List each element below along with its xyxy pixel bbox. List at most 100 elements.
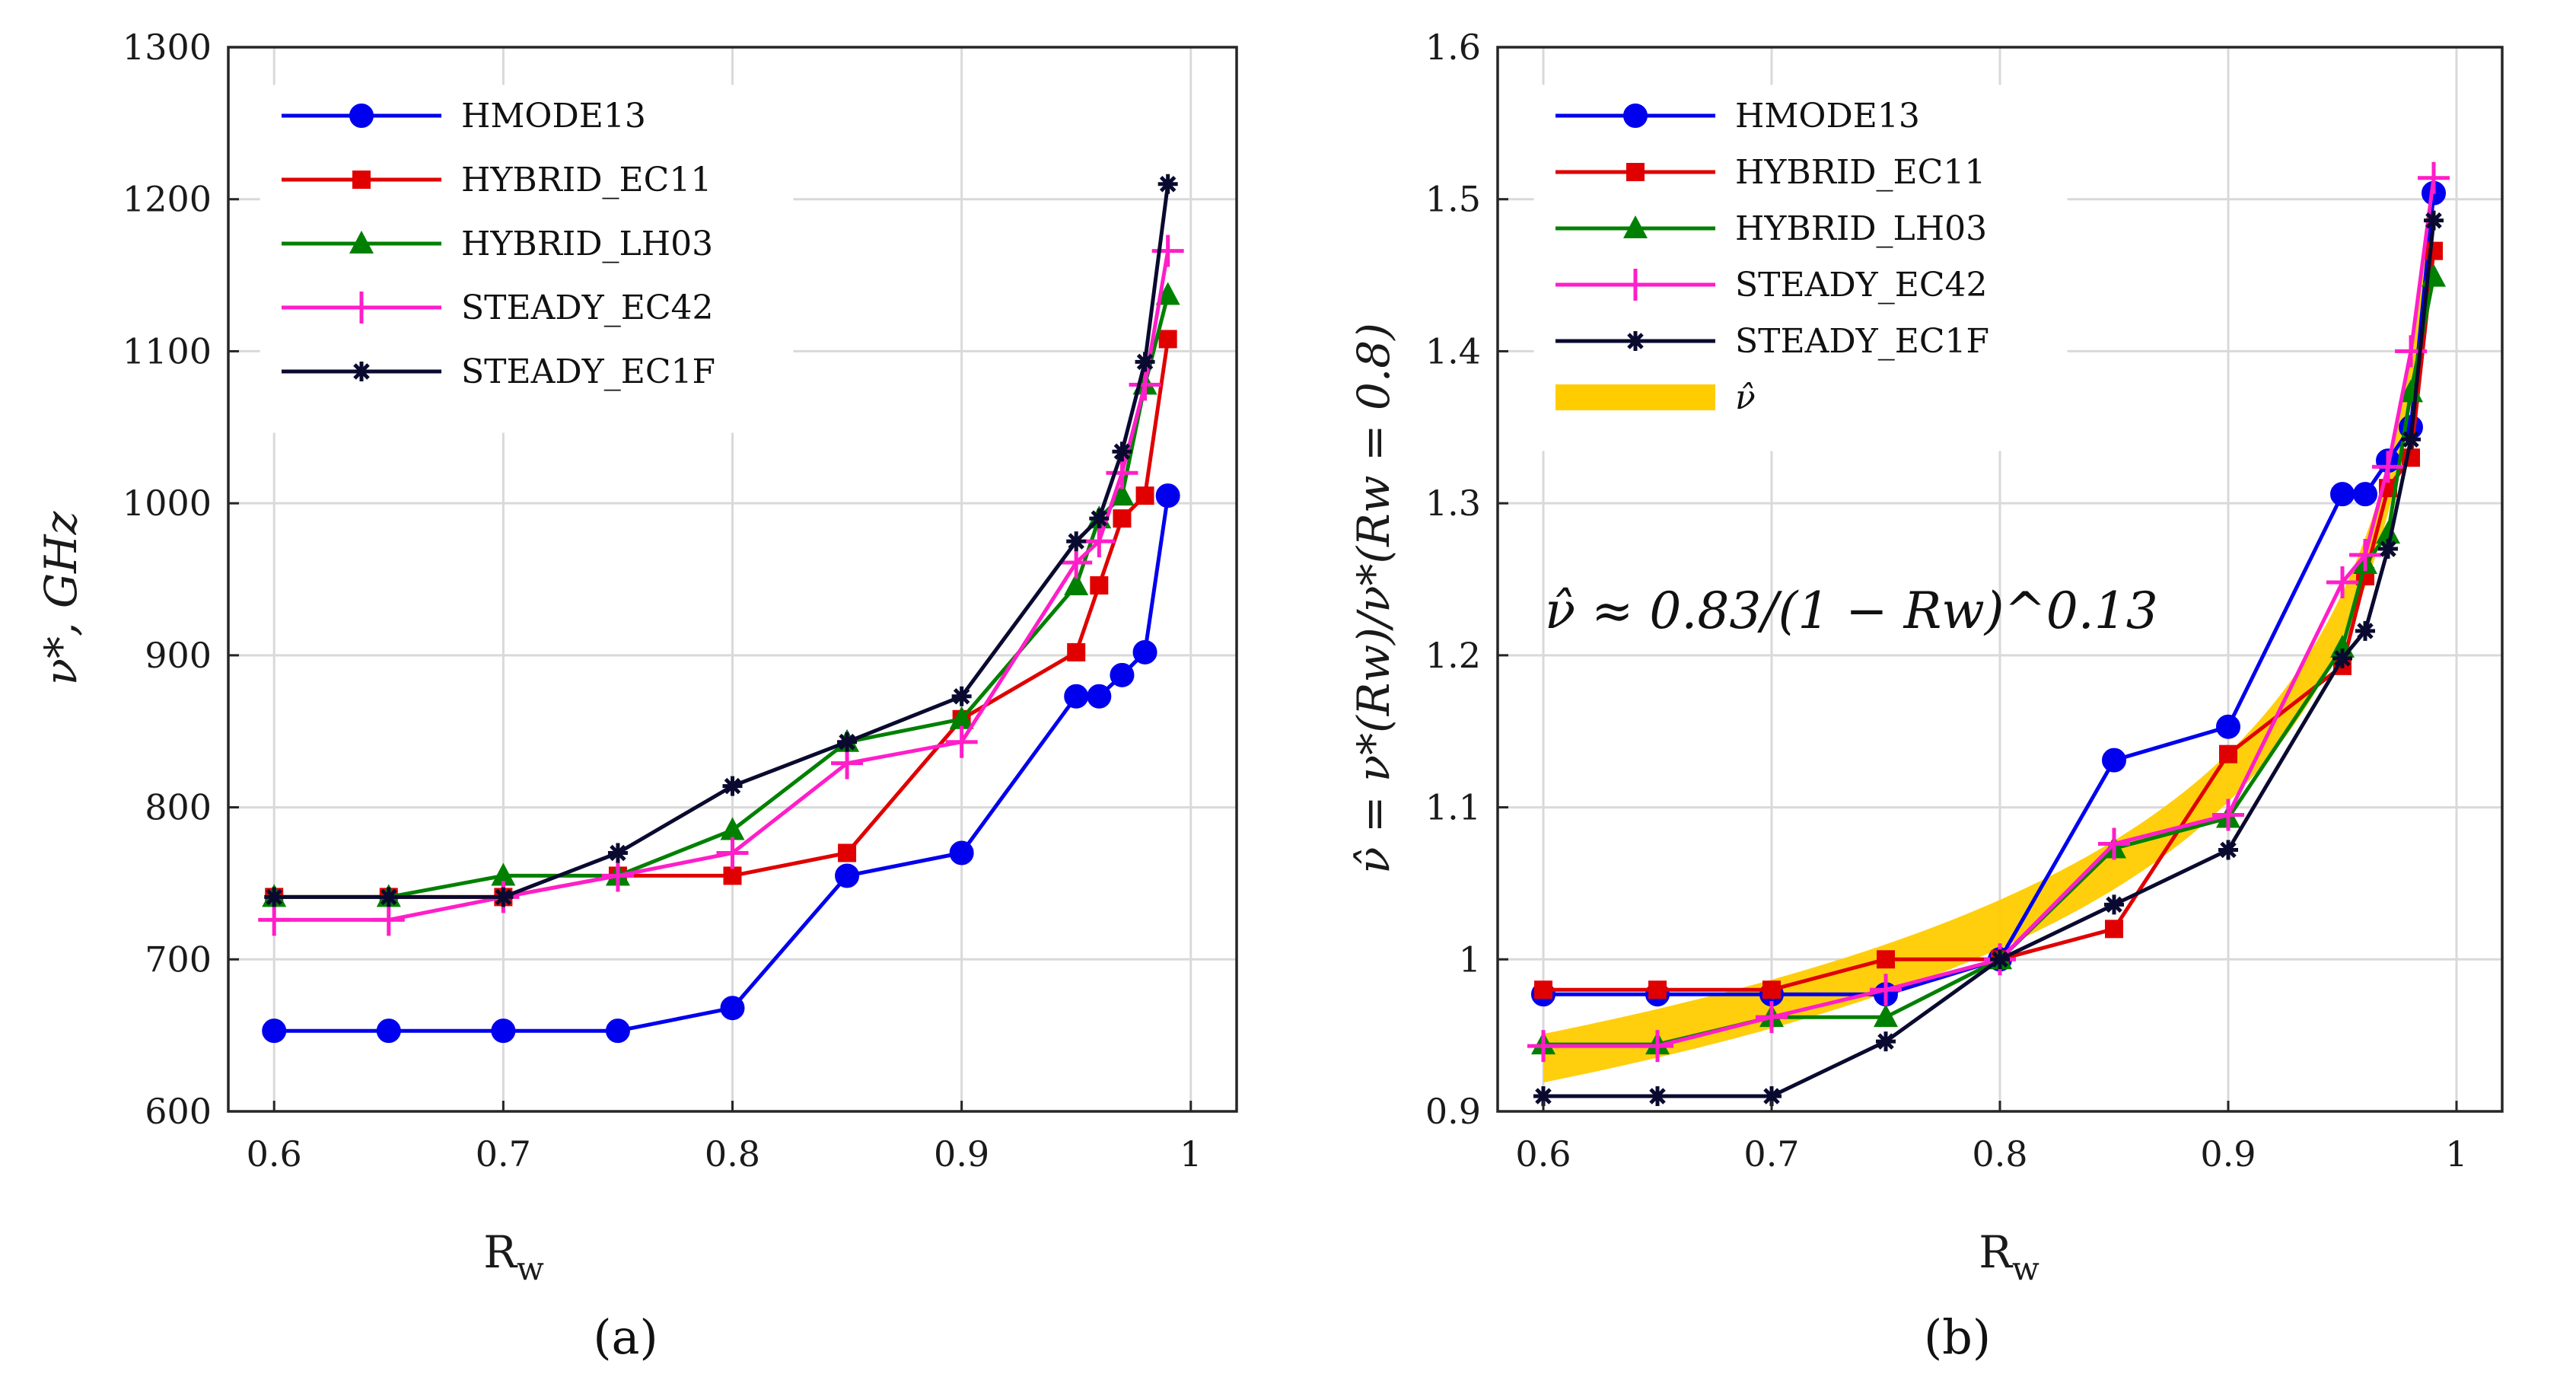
y-tick-label: 1100 xyxy=(123,330,212,371)
data-point-STEADY_EC1F xyxy=(1157,174,1178,194)
data-point-STEADY_EC1F xyxy=(1876,1031,1896,1052)
chart-panel-b: 0.6 0.7 0.8 0.9 1 0.9 1 1.1 1.2 1.3 1.4 1.5 1.6 HMOD… xyxy=(1348,27,2504,1365)
data-point-STEADY_EC42 xyxy=(372,904,405,936)
chart-panel-a: 0.6 0.7 0.8 0.9 1 600 700 800 900 1000 1100 1200 130… xyxy=(35,27,1238,1365)
x-axis-label-a: Rw xyxy=(483,1226,544,1287)
series-line-STEADY_EC1F xyxy=(274,183,1170,899)
data-point-HYBRID_EC11 xyxy=(1648,980,1667,999)
data-point-HMODE13 xyxy=(1132,639,1157,665)
y-tick-label: 1200 xyxy=(123,179,212,220)
legend-label: HYBRID_LH03 xyxy=(461,225,713,263)
data-point-STEADY_EC42 xyxy=(258,904,291,936)
data-point-STEADY_EC1F xyxy=(607,843,628,863)
data-point-STEADY_EC42 xyxy=(1527,1030,1559,1063)
data-point-STEADY_EC1F-strokes xyxy=(1533,1086,1553,1107)
legend-b: HMODE13 HYBRID_EC11 HYBRID_LH03 STEADY_EC42… xyxy=(1533,84,2068,451)
data-point-STEADY_EC1F-strokes xyxy=(1066,531,1087,552)
data-point-HYBRID_EC11 xyxy=(1113,509,1132,528)
data-point-STEADY_EC1F xyxy=(951,686,972,706)
data-point-STEADY_EC1F-strokes xyxy=(2401,429,2421,450)
data-point-STEADY_EC1F-strokes xyxy=(2424,210,2444,231)
legend-swatch-band xyxy=(1555,384,1715,410)
series-b xyxy=(1527,161,2450,1107)
y-tick-label: 800 xyxy=(145,787,212,828)
data-point-STEADY_EC42 xyxy=(2418,161,2450,194)
data-point-STEADY_EC1F-strokes xyxy=(1762,1086,1782,1107)
data-point-STEADY_EC1F xyxy=(2104,894,2124,915)
data-point-STEADY_EC1F-strokes xyxy=(264,887,285,907)
data-point-STEADY_EC42 xyxy=(1641,1030,1673,1063)
x-tick-label: 0.7 xyxy=(1743,1133,1799,1175)
data-point-STEADY_EC1F xyxy=(2378,539,2398,559)
data-point-STEADY_EC1F xyxy=(493,887,514,907)
data-point-STEADY_EC1F xyxy=(2332,648,2352,668)
data-point-STEADY_EC1F-strokes xyxy=(607,843,628,863)
data-point-HYBRID_LH03 xyxy=(491,862,516,886)
legend-label: HMODE13 xyxy=(1735,97,1920,135)
data-point-STEADY_EC1F-strokes xyxy=(2378,539,2398,559)
data-point-HMODE13 xyxy=(605,1019,630,1044)
y-tick-label: 1 xyxy=(1459,939,1481,980)
data-point-STEADY_EC1F-strokes xyxy=(722,776,743,796)
y-axis-label-b: ν̂ = ν*(Rw)/ν*(Rw = 0.8) xyxy=(1348,323,1399,874)
data-point-HYBRID_LH03 xyxy=(1155,282,1180,305)
legend-label: HYBRID_EC11 xyxy=(461,161,712,199)
legend-marker xyxy=(1626,163,1645,181)
data-point-STEADY_EC1F-strokes xyxy=(1876,1031,1896,1052)
data-point-HYBRID_EC11 xyxy=(1534,980,1552,999)
data-point-STEADY_EC1F-strokes xyxy=(2104,894,2124,915)
y-tick-label: 600 xyxy=(145,1091,212,1132)
data-point-STEADY_EC1F-strokes xyxy=(1157,174,1178,194)
x-tick-label: 0.9 xyxy=(934,1133,989,1175)
data-point-STEADY_EC42 xyxy=(716,837,749,869)
data-point-HMODE13 xyxy=(1155,483,1180,508)
data-point-STEADY_EC1F-strokes xyxy=(378,887,399,907)
data-point-HYBRID_LH03 xyxy=(949,706,974,729)
data-point-STEADY_EC1F-strokes xyxy=(951,686,972,706)
data-point-STEADY_EC1F-strokes xyxy=(493,887,514,907)
data-point-STEADY_EC42 xyxy=(601,859,634,892)
series-STEADY_EC1F xyxy=(1533,210,2444,1107)
data-point-STEADY_EC1F-strokes xyxy=(1089,508,1110,529)
data-point-HYBRID_EC11 xyxy=(838,843,857,862)
legend-label: STEADY_EC42 xyxy=(461,289,713,327)
data-point-HYBRID_LH03 xyxy=(1064,572,1089,595)
y-tick-label: 0.9 xyxy=(1425,1091,1481,1132)
data-point-HYBRID_EC11 xyxy=(1762,980,1781,999)
panel-label-b: (b) xyxy=(1924,1309,1991,1365)
x-tick-label: 1 xyxy=(2445,1133,2467,1175)
series-HYBRID_EC11 xyxy=(1534,241,2443,999)
data-point-STEADY_EC42 xyxy=(945,725,978,758)
legend-marker xyxy=(1626,331,1645,351)
data-point-HYBRID_LH03 xyxy=(1110,483,1135,506)
data-point-STEADY_EC1F xyxy=(1112,442,1132,462)
data-point-HMODE13 xyxy=(2353,482,2377,507)
data-point-STEADY_EC1F xyxy=(1648,1086,1667,1107)
data-point-STEADY_EC1F xyxy=(1135,352,1155,372)
data-point-HMODE13 xyxy=(1087,684,1112,709)
data-point-HYBRID_EC11 xyxy=(2219,744,2237,764)
x-tick-label: 0.8 xyxy=(705,1133,760,1175)
data-point-STEADY_EC1F xyxy=(1762,1086,1782,1107)
data-point-HMODE13 xyxy=(1064,684,1089,709)
legend-marker-strokes xyxy=(352,362,371,381)
legend-marker xyxy=(1623,215,1648,238)
data-point-HYBRID_EC11 xyxy=(1877,950,1895,969)
data-point-STEADY_EC1F-strokes xyxy=(1990,949,2010,970)
data-point-HMODE13 xyxy=(262,1019,287,1044)
data-point-STEADY_EC42 xyxy=(2372,451,2404,483)
data-point-HYBRID_LH03 xyxy=(2376,521,2400,544)
data-point-STEADY_EC1F xyxy=(2218,840,2238,860)
panel-label-a: (a) xyxy=(593,1309,658,1365)
data-point-STEADY_EC42 xyxy=(1756,1001,1788,1034)
series-line-STEADY_EC1F xyxy=(1543,220,2436,1098)
data-point-HMODE13 xyxy=(2330,482,2355,507)
data-point-HMODE13 xyxy=(491,1019,516,1044)
data-point-HMODE13 xyxy=(376,1019,401,1044)
legend-label: STEADY_EC1F xyxy=(1735,322,1989,361)
legend-label: HYBRID_LH03 xyxy=(1735,209,1987,248)
ticks-a: 0.6 0.7 0.8 0.9 1 600 700 800 900 1000 1100 1200 130… xyxy=(123,27,1202,1175)
data-point-HMODE13 xyxy=(1110,662,1135,687)
series-STEADY_EC1F xyxy=(264,174,1178,907)
data-point-HYBRID_EC11 xyxy=(1135,486,1154,505)
